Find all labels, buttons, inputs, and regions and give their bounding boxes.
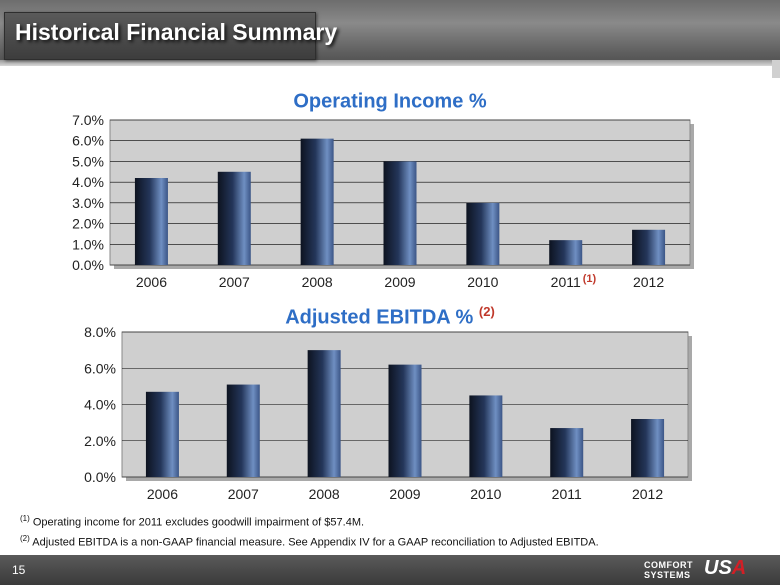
chart2-title: Adjusted EBITDA % (2) (240, 304, 540, 330)
edge-tab (772, 60, 780, 78)
chart1-bar (466, 202, 500, 265)
chart1-bar (549, 240, 583, 265)
chart1-x-tick-label: 2010 (467, 274, 498, 290)
chart2-bar (550, 428, 584, 477)
chart1-y-tick-label: 2.0% (72, 216, 104, 232)
chart2-x-tick-label: 2012 (632, 486, 663, 502)
chart1-y-tick-label: 1.0% (72, 236, 104, 252)
footnote-2-marker: (2) (20, 533, 30, 543)
chart1-x-tick-label: 2011 (551, 274, 581, 290)
chart2-bar (145, 391, 179, 477)
footer-bar: 15 COMFORT SYSTEMS USA (0, 555, 780, 585)
footnote-1-text: Operating income for 2011 excludes goodw… (32, 516, 365, 529)
chart1-y-tick-label: 4.0% (72, 174, 104, 190)
chart1-y-tick-label: 7.0% (72, 112, 104, 128)
chart2-bar (469, 395, 503, 477)
chart2-title-note: (2) (478, 304, 495, 319)
logo-usa-u: U (704, 557, 719, 579)
chart2-x-tick-label: 2009 (389, 486, 420, 502)
chart1-bar (134, 178, 168, 265)
chart1-x-tick-label: 2012 (633, 274, 664, 290)
chart2-title-text: Adjusted EBITDA % (285, 306, 474, 329)
chart1-x-tick-label: 2008 (302, 274, 333, 290)
footnote-1: (1) Operating income for 2011 excludes g… (20, 511, 599, 531)
chart2-x-tick-label: 2011 (552, 486, 582, 502)
chart1-x-tick-label: 2009 (384, 274, 415, 290)
footnote-2: (2) Adjusted EBITDA is a non-GAAP financ… (20, 531, 599, 551)
chart1-bar (632, 229, 666, 265)
chart1-y-tick-label: 0.0% (72, 257, 104, 273)
title-box: Historical Financial Summary (4, 12, 337, 60)
logo-usa-s: S (718, 557, 732, 579)
chart1-x-tick-label: 2006 (136, 274, 167, 290)
chart1-y-tick-label: 5.0% (72, 153, 104, 169)
logo-usa-a: A (731, 557, 747, 579)
chart2-x-tick-label: 2006 (147, 486, 178, 502)
chart1-title-text: Operating Income % (293, 90, 487, 113)
chart1-x-tick-label: 2007 (219, 274, 250, 290)
chart2-y-tick-label: 8.0% (84, 325, 116, 340)
chart1-bar (383, 161, 417, 265)
chart2-y-tick-label: 6.0% (84, 360, 116, 376)
chart2-bar (388, 364, 422, 477)
chart1-y-tick-label: 3.0% (72, 195, 104, 211)
chart1-title: Operating Income % (240, 88, 540, 114)
page-title: Historical Financial Summary (15, 19, 338, 45)
chart2-bar (226, 384, 260, 477)
chart1-bar (217, 171, 251, 265)
page-number: 15 (12, 563, 26, 577)
chart2-y-tick-label: 2.0% (84, 433, 116, 449)
logo-line1: COMFORT (644, 560, 693, 570)
chart1-category-note: (1) (583, 273, 597, 285)
footnote-1-marker: (1) (20, 514, 30, 523)
operating-income-chart: 0.0% 1.0% 2.0% 3.0% 4.0% 5.0% 6.0% 7.0% 2006 2007… (72, 112, 694, 290)
logo-line2: SYSTEMS (644, 570, 691, 580)
chart1-bar (300, 138, 334, 265)
chart2-x-tick-label: 2010 (470, 486, 501, 502)
chart1-y-tick-label: 6.0% (72, 133, 104, 149)
chart2-y-tick-label: 4.0% (84, 397, 116, 413)
chart2-y-tick-label: 0.0% (84, 469, 116, 485)
adjusted-ebitda-chart: 0.0% 2.0% 4.0% 6.0% 8.0% 2006 2007 2008 2009 2010… (84, 325, 692, 502)
chart2-x-tick-label: 2007 (228, 486, 259, 502)
footnotes: (1) Operating income for 2011 excludes g… (20, 511, 599, 550)
chart2-bar (307, 350, 341, 477)
chart2-x-tick-label: 2008 (309, 486, 340, 502)
company-logo: COMFORT SYSTEMS USA (644, 557, 768, 581)
logo-usa: USA (704, 557, 746, 580)
title-bar: Historical Financial Summary (0, 0, 780, 66)
footnote-2-text: Adjusted EBITDA is a non-GAAP financial … (32, 536, 599, 549)
title-stripe (0, 60, 780, 66)
chart2-bar (631, 419, 665, 477)
